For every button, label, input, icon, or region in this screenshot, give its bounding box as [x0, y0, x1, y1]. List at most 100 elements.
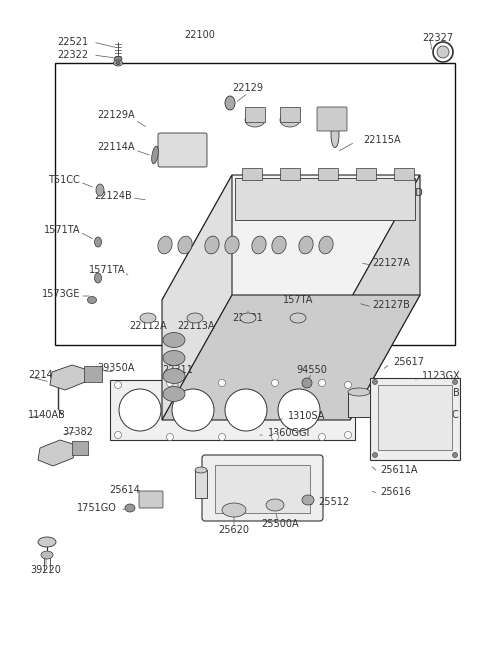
- Ellipse shape: [119, 389, 161, 431]
- Bar: [280, 168, 300, 180]
- Ellipse shape: [114, 57, 122, 62]
- Text: 1751GO: 1751GO: [77, 503, 117, 513]
- FancyBboxPatch shape: [139, 491, 163, 508]
- Ellipse shape: [178, 236, 192, 254]
- Ellipse shape: [453, 380, 457, 384]
- Ellipse shape: [172, 389, 214, 431]
- Text: 22127B: 22127B: [372, 300, 410, 310]
- Text: 39350A: 39350A: [97, 363, 134, 373]
- Ellipse shape: [252, 236, 266, 254]
- Text: 1571TA: 1571TA: [44, 225, 80, 235]
- Ellipse shape: [437, 46, 449, 58]
- Text: 22113A: 22113A: [177, 321, 215, 331]
- Bar: [215, 465, 310, 513]
- Ellipse shape: [38, 537, 56, 547]
- Polygon shape: [162, 175, 420, 300]
- Ellipse shape: [95, 237, 101, 247]
- Text: 22144: 22144: [28, 370, 59, 380]
- Bar: [318, 168, 338, 180]
- Ellipse shape: [152, 146, 158, 164]
- Ellipse shape: [205, 236, 219, 254]
- Ellipse shape: [372, 453, 377, 457]
- Text: 1310SA: 1310SA: [288, 411, 325, 421]
- Polygon shape: [50, 365, 88, 390]
- Text: 22114A: 22114A: [97, 142, 135, 152]
- Ellipse shape: [266, 499, 284, 511]
- Ellipse shape: [372, 380, 377, 384]
- Bar: [110, 380, 355, 440]
- Ellipse shape: [225, 236, 239, 254]
- Ellipse shape: [299, 236, 313, 254]
- Ellipse shape: [240, 313, 256, 323]
- Ellipse shape: [140, 313, 156, 323]
- Text: 22127A: 22127A: [372, 258, 410, 268]
- Bar: [72, 441, 88, 455]
- Bar: [245, 107, 265, 122]
- Text: 25614: 25614: [109, 485, 140, 495]
- Text: 1489AC: 1489AC: [422, 410, 460, 420]
- Bar: [394, 168, 414, 180]
- Text: 22115A: 22115A: [363, 135, 401, 145]
- Ellipse shape: [272, 380, 278, 386]
- Ellipse shape: [272, 236, 286, 254]
- Bar: [280, 107, 300, 122]
- Polygon shape: [350, 175, 420, 420]
- Text: T51CC: T51CC: [48, 175, 80, 185]
- Ellipse shape: [218, 434, 226, 440]
- Text: 157TA: 157TA: [283, 295, 313, 305]
- Text: 1573GE: 1573GE: [42, 289, 80, 299]
- Text: 1123HB: 1123HB: [422, 388, 461, 398]
- Text: 94550: 94550: [297, 365, 327, 375]
- Polygon shape: [162, 295, 420, 420]
- Polygon shape: [162, 175, 232, 420]
- Text: 39220: 39220: [31, 565, 61, 575]
- Ellipse shape: [115, 432, 121, 438]
- FancyBboxPatch shape: [158, 133, 207, 167]
- Text: 1151AD: 1151AD: [385, 188, 424, 198]
- Bar: [84, 366, 102, 382]
- Ellipse shape: [116, 62, 120, 64]
- Text: 1140AB: 1140AB: [28, 410, 66, 420]
- Ellipse shape: [41, 551, 53, 559]
- Text: 22311: 22311: [163, 365, 193, 375]
- Text: 22129: 22129: [232, 83, 264, 93]
- Bar: [348, 392, 370, 417]
- Text: 25512: 25512: [318, 497, 349, 507]
- Ellipse shape: [319, 434, 325, 440]
- Text: 25500A: 25500A: [261, 519, 299, 529]
- Bar: [356, 168, 376, 180]
- Text: 25617: 25617: [393, 357, 424, 367]
- Ellipse shape: [331, 122, 339, 148]
- Ellipse shape: [225, 96, 235, 110]
- Ellipse shape: [245, 113, 265, 127]
- Ellipse shape: [163, 369, 185, 384]
- Text: 25620: 25620: [218, 525, 250, 535]
- Ellipse shape: [167, 380, 173, 386]
- Ellipse shape: [163, 386, 185, 401]
- FancyBboxPatch shape: [202, 455, 323, 521]
- Ellipse shape: [225, 389, 267, 431]
- Text: 22112A: 22112A: [129, 321, 167, 331]
- Text: 22327: 22327: [422, 33, 454, 43]
- Text: 22129A: 22129A: [97, 110, 135, 120]
- Ellipse shape: [280, 113, 300, 127]
- Ellipse shape: [163, 350, 185, 365]
- Polygon shape: [235, 178, 415, 220]
- Bar: [55, 63, 455, 345]
- Ellipse shape: [158, 236, 172, 254]
- Ellipse shape: [319, 380, 325, 386]
- Ellipse shape: [125, 504, 135, 512]
- Ellipse shape: [345, 432, 351, 438]
- Text: 25616: 25616: [380, 487, 411, 497]
- Text: 21131: 21131: [233, 313, 264, 323]
- Text: 1123GX: 1123GX: [422, 371, 461, 381]
- Ellipse shape: [218, 380, 226, 386]
- Ellipse shape: [96, 184, 104, 196]
- Ellipse shape: [278, 389, 320, 431]
- Text: 22322: 22322: [57, 50, 88, 60]
- Text: 22521: 22521: [57, 37, 88, 47]
- Ellipse shape: [87, 296, 96, 304]
- Ellipse shape: [345, 382, 351, 388]
- Ellipse shape: [113, 60, 122, 66]
- Text: 22100: 22100: [185, 30, 216, 40]
